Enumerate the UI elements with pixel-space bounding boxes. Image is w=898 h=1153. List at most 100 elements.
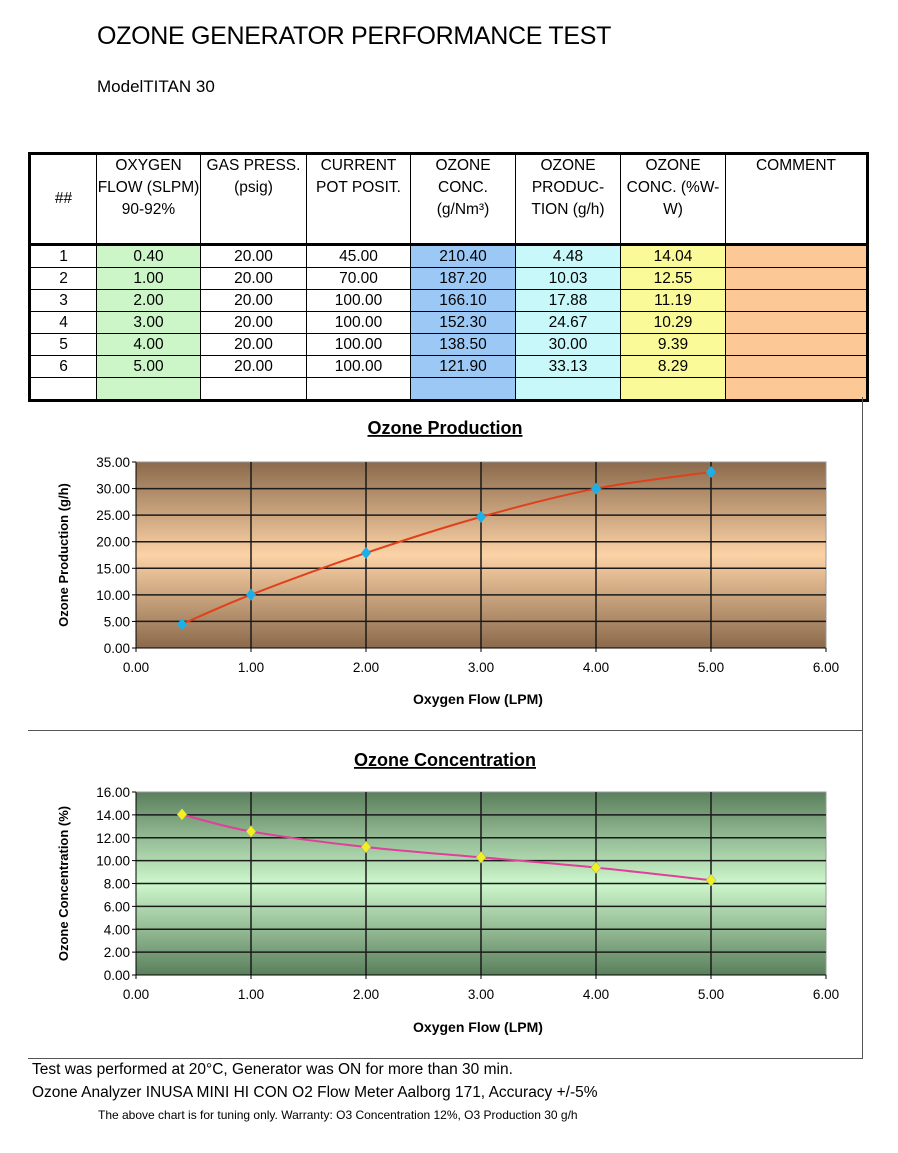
y-tick-label: 10.00 <box>96 588 130 603</box>
table-cell: 3.00 <box>96 311 201 334</box>
table-cell: 3 <box>29 289 97 312</box>
table-row <box>29 377 868 401</box>
y-tick-label: 14.00 <box>96 808 130 823</box>
table-row: 4 3.00 20.00 100.00 152.30 24.67 10.29 <box>29 311 868 334</box>
model-label: ModelTITAN 30 <box>97 77 215 96</box>
comment-cell[interactable] <box>725 311 868 334</box>
table-row: 6 5.00 20.00 100.00 121.90 33.13 8.29 <box>29 355 868 378</box>
x-tick-label: 1.00 <box>238 987 264 1002</box>
table-cell: 6 <box>29 355 97 378</box>
comment-cell[interactable] <box>725 333 868 356</box>
x-tick-label: 5.00 <box>698 987 724 1002</box>
table-cell: 9.39 <box>620 333 726 356</box>
table-cell: 100.00 <box>306 289 411 312</box>
data-point-marker <box>590 861 602 874</box>
table-cell <box>96 377 201 401</box>
ozone-production-chart: Ozone Production 0.00 5.00 10.00 15.00 20.00 2… <box>56 418 839 707</box>
chart-title: Ozone Concentration <box>354 750 536 770</box>
table-cell: 20.00 <box>200 355 307 378</box>
y-tick-label: 25.00 <box>96 508 130 523</box>
table-cell <box>620 377 726 401</box>
table-cell <box>515 377 621 401</box>
table-cell: 166.10 <box>410 289 516 312</box>
y-tick-label: 16.00 <box>96 785 130 800</box>
table-cell: 4.00 <box>96 333 201 356</box>
equipment-note: Ozone Analyzer INUSA MINI HI CON O2 Flow… <box>32 1084 598 1101</box>
table-row: 5 4.00 20.00 100.00 138.50 30.00 9.39 <box>29 333 868 356</box>
x-tick-label: 4.00 <box>583 660 609 675</box>
y-tick-label: 2.00 <box>104 945 130 960</box>
comment-cell[interactable] <box>725 377 868 401</box>
table-cell: 187.20 <box>410 267 516 290</box>
y-tick-label: 30.00 <box>96 482 130 497</box>
performance-table: ## OXYGEN FLOW (SLPM) 90-92% GAS PRESS. (p… <box>28 152 869 402</box>
column-header: CURRENT POT POSIT. <box>306 153 411 246</box>
table-cell: 5.00 <box>96 355 201 378</box>
table-cell: 17.88 <box>515 289 621 312</box>
y-tick-label: 4.00 <box>104 922 130 937</box>
table-cell: 4 <box>29 311 97 334</box>
chart-title: Ozone Production <box>368 418 523 438</box>
ozone-concentration-chart-panel: Ozone Concentration 0.00 2.00 4.00 6.00 8.00 1… <box>28 731 863 1059</box>
y-tick-label: 0.00 <box>104 641 130 656</box>
table-cell: 14.04 <box>620 244 726 268</box>
table-cell: 5 <box>29 333 97 356</box>
y-tick-label: 35.00 <box>96 455 130 470</box>
comment-cell[interactable] <box>725 289 868 312</box>
table-cell: 20.00 <box>200 311 307 334</box>
table-cell: 12.55 <box>620 267 726 290</box>
table-cell <box>306 377 411 401</box>
table-cell: 20.00 <box>200 289 307 312</box>
table-cell: 1.00 <box>96 267 201 290</box>
y-tick-label: 15.00 <box>96 561 130 576</box>
y-tick-label: 10.00 <box>96 854 130 869</box>
x-axis-label: Oxygen Flow (LPM) <box>413 691 543 707</box>
comment-cell[interactable] <box>725 267 868 290</box>
data-point-marker <box>591 482 601 495</box>
column-header: OZONE PRODUC-TION (g/h) <box>515 153 621 246</box>
table-cell: 45.00 <box>306 244 411 268</box>
table-cell: 70.00 <box>306 267 411 290</box>
table-cell: 152.30 <box>410 311 516 334</box>
comment-cell[interactable] <box>725 244 868 268</box>
y-tick-label: 20.00 <box>96 535 130 550</box>
x-axis-label: Oxygen Flow (LPM) <box>413 1019 543 1035</box>
comment-cell[interactable] <box>725 355 868 378</box>
data-point-marker <box>705 873 717 887</box>
table-cell: 20.00 <box>200 244 307 268</box>
table-cell: 210.40 <box>410 244 516 268</box>
data-point-marker <box>176 808 188 821</box>
data-point-marker <box>475 850 487 864</box>
x-tick-label: 0.00 <box>123 660 149 675</box>
table-cell: 20.00 <box>200 267 307 290</box>
table-cell: 8.29 <box>620 355 726 378</box>
table-cell: 138.50 <box>410 333 516 356</box>
data-point-marker <box>360 840 372 854</box>
ozone-concentration-chart: Ozone Concentration 0.00 2.00 4.00 6.00 8.00 1… <box>56 750 839 1035</box>
x-tick-label: 3.00 <box>468 660 494 675</box>
column-header: OZONE CONC. (%W-W) <box>620 153 726 246</box>
table-cell: 100.00 <box>306 355 411 378</box>
data-point-marker <box>706 465 716 478</box>
table-cell: 30.00 <box>515 333 621 356</box>
table-row: 3 2.00 20.00 100.00 166.10 17.88 11.19 <box>29 289 868 312</box>
table-cell: 2 <box>29 267 97 290</box>
y-tick-label: 0.00 <box>104 968 130 983</box>
data-point-marker <box>177 618 187 631</box>
x-tick-label: 2.00 <box>353 987 379 1002</box>
table-cell <box>410 377 516 401</box>
y-tick-label: 12.00 <box>96 831 130 846</box>
table-cell: 4.48 <box>515 244 621 268</box>
column-header: GAS PRESS. (psig) <box>200 153 307 246</box>
table-cell: 10.29 <box>620 311 726 334</box>
table-cell: 100.00 <box>306 311 411 334</box>
x-tick-label: 4.00 <box>583 987 609 1002</box>
table-cell: 100.00 <box>306 333 411 356</box>
table-row: 2 1.00 20.00 70.00 187.20 10.03 12.55 <box>29 267 868 290</box>
data-point-marker <box>246 588 256 601</box>
y-tick-label: 8.00 <box>104 877 130 892</box>
x-tick-label: 3.00 <box>468 987 494 1002</box>
table-cell: 1 <box>29 244 97 268</box>
table-cell: 2.00 <box>96 289 201 312</box>
x-tick-label: 2.00 <box>353 660 379 675</box>
